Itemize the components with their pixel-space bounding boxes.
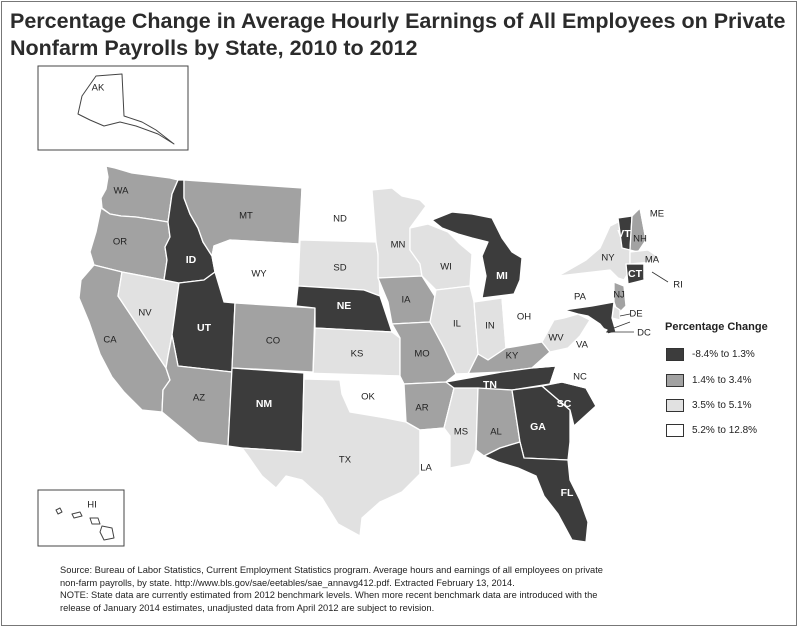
state-label-ak: AK xyxy=(92,83,105,94)
state-label-ia: IA xyxy=(402,295,412,306)
state-ri xyxy=(643,263,653,279)
state-label-tn: TN xyxy=(483,379,497,391)
legend-item: -8.4% to 1.3% xyxy=(666,348,755,362)
legend-item: 1.4% to 3.4% xyxy=(666,374,751,388)
state-nj xyxy=(613,281,627,315)
state-label-nd: ND xyxy=(333,214,347,225)
state-ma xyxy=(629,249,661,265)
state-label-id: ID xyxy=(186,254,197,266)
state-label-ri: RI xyxy=(673,280,683,291)
state-label-ms: MS xyxy=(454,427,468,438)
state-label-ny: NY xyxy=(601,253,615,264)
state-label-co: CO xyxy=(266,336,280,347)
state-fl xyxy=(483,441,589,543)
ri-pointer xyxy=(651,271,669,283)
state-md xyxy=(563,301,617,335)
state-dc xyxy=(601,327,608,335)
title-line-2: Nonfarm Payrolls by State, 2010 to 2012 xyxy=(10,36,418,60)
state-az xyxy=(161,334,233,447)
state-label-me: ME xyxy=(650,209,664,220)
state-label-nc: NC xyxy=(573,372,587,383)
state-label-mi: MI xyxy=(496,270,508,282)
legend-label: -8.4% to 1.3% xyxy=(692,349,755,360)
state-label-de: DE xyxy=(629,309,642,320)
state-label-sc: SC xyxy=(557,398,572,410)
state-label-al: AL xyxy=(490,427,502,438)
title-line-1: Percentage Change in Average Hourly Earn… xyxy=(10,9,786,33)
state-label-sd: SD xyxy=(333,263,346,274)
legend-swatch xyxy=(666,424,684,437)
state-label-hi: HI xyxy=(87,500,97,511)
state-label-ga: GA xyxy=(530,421,546,433)
state-label-il: IL xyxy=(453,319,461,330)
state-nm xyxy=(227,367,305,453)
legend-title: Percentage Change xyxy=(665,321,768,333)
state-label-tx: TX xyxy=(339,455,352,466)
source-line-1: Source: Bureau of Labor Statistics, Curr… xyxy=(60,565,603,575)
state-label-mo: MO xyxy=(414,349,429,360)
state-label-wi: WI xyxy=(440,262,452,273)
state-label-oh: OH xyxy=(517,312,531,323)
state-label-la: LA xyxy=(420,463,432,474)
state-label-pa: PA xyxy=(574,292,587,303)
state-label-wy: WY xyxy=(251,269,267,280)
state-label-wa: WA xyxy=(114,186,130,197)
alaska-inset-box xyxy=(37,65,189,151)
state-label-nm: NM xyxy=(256,398,273,410)
state-label-nj: NJ xyxy=(613,290,625,301)
state-label-az: AZ xyxy=(193,393,205,404)
state-label-nv: NV xyxy=(138,308,152,319)
state-label-md: MD xyxy=(633,318,648,329)
state-label-ks: KS xyxy=(351,349,364,360)
state-label-ma: MA xyxy=(645,255,660,266)
legend-swatch xyxy=(666,399,684,412)
legend-label: 1.4% to 3.4% xyxy=(692,375,752,386)
state-hi xyxy=(55,507,115,541)
state-ak xyxy=(77,73,175,145)
state-me xyxy=(639,171,679,241)
state-label-nh: NH xyxy=(633,234,647,245)
legend-label: 3.5% to 5.1% xyxy=(692,400,752,411)
state-label-ar: AR xyxy=(415,403,428,414)
legend-item: 3.5% to 5.1% xyxy=(666,399,751,413)
state-label-ne: NE xyxy=(337,300,352,312)
state-label-ca: CA xyxy=(103,335,117,346)
state-label-or: OR xyxy=(113,237,127,248)
state-tx xyxy=(241,378,421,537)
de-pointer xyxy=(619,313,631,317)
md-pointer xyxy=(613,321,631,329)
state-label-dc: DC xyxy=(637,328,651,339)
state-label-ut: UT xyxy=(197,322,212,334)
state-wv xyxy=(541,313,591,353)
state-label-mn: MN xyxy=(391,240,406,251)
state-label-ct: CT xyxy=(628,268,643,280)
state-nc xyxy=(549,353,633,407)
state-label-ky: KY xyxy=(506,351,519,362)
hawaii-inset-box xyxy=(37,489,125,547)
state-label-fl: FL xyxy=(561,487,574,499)
state-label-va: VA xyxy=(576,340,589,351)
source-line-2: non-farm payrolls, by state. http://www.… xyxy=(60,577,515,588)
legend-swatch xyxy=(666,374,684,387)
state-label-vt: VT xyxy=(617,228,631,240)
state-label-wv: WV xyxy=(548,333,564,344)
note-line-1: NOTE: State data are currently estimated… xyxy=(60,590,598,601)
source-notes: Source: Bureau of Labor Statistics, Curr… xyxy=(60,564,750,614)
legend-label: 5.2% to 12.8% xyxy=(692,425,758,436)
state-label-mt: MT xyxy=(239,211,253,222)
map-title: Percentage Change in Average Hourly Earn… xyxy=(10,8,790,62)
note-line-2: release of January 2014 estimates, unadj… xyxy=(60,602,435,613)
state-ct xyxy=(625,263,645,285)
legend-swatch xyxy=(666,348,684,361)
state-label-in: IN xyxy=(485,321,495,332)
state-label-ok: OK xyxy=(361,392,375,403)
legend-item: 5.2% to 12.8% xyxy=(666,424,757,438)
